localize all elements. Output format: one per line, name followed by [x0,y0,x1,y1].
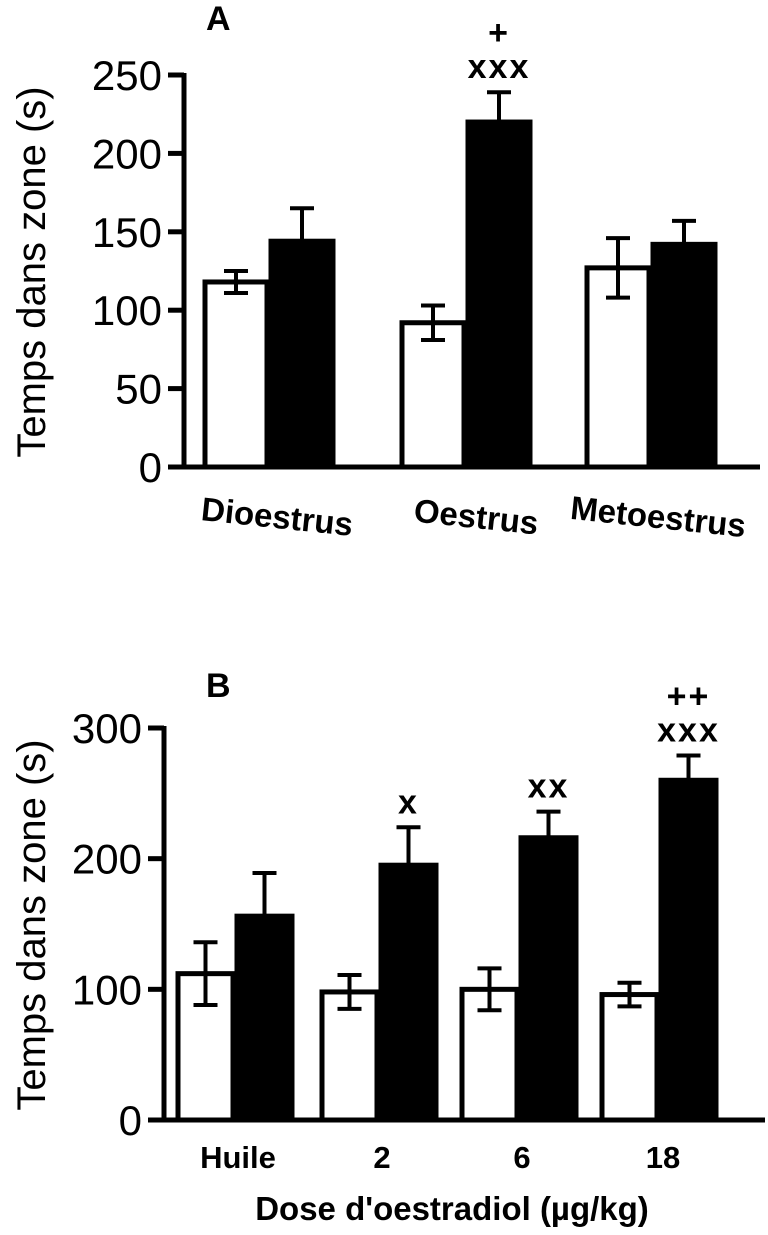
error-bar [477,966,502,1013]
error-bar [676,753,701,781]
bar-treated [658,777,719,1123]
error-bar [421,303,445,342]
significance-mark: xx [528,768,570,806]
y-tick-label: 0 [119,1097,142,1144]
error-bar [536,809,561,838]
y-tick-label: 200 [72,836,142,883]
error-bar [193,940,218,1008]
error-bar [606,236,630,300]
bar-treated [518,835,579,1123]
category-labels-a: Dioestrus Oestrus Metoestrus [200,489,748,544]
x-axis-label-b: Dose d'oestradiol (µg/kg) [255,1190,649,1227]
bar-treated [268,238,336,470]
panel-letter-b: B [206,667,231,705]
error-bar [337,972,362,1011]
category-label: Oestrus [412,492,540,542]
y-tick-label: 100 [72,966,142,1013]
significance-mark: xxx [657,711,720,749]
significance-marks-a: +xxx [468,14,531,86]
category-label: 18 [646,1140,680,1175]
category-label: 6 [513,1140,530,1175]
panel-letter-a: A [206,0,231,38]
panel-a: A Temps dans zone (s) 0 50 100 150 200 250 Di… [10,0,760,544]
significance-mark: ++ [667,677,711,715]
significance-mark: + [488,14,510,52]
bar-control [459,986,520,1123]
significance-mark: xxx [468,48,531,86]
bar-control [319,989,380,1123]
y-tick-label: 250 [92,52,162,99]
y-tick-label: 50 [115,366,162,413]
bar-treated [465,119,533,470]
bar-treated [234,913,295,1123]
y-ticks-a: 0 50 100 150 200 250 [92,52,184,491]
bars-a [202,90,718,470]
error-bar [672,218,696,245]
bar-control [599,992,660,1123]
error-bar [617,980,642,1009]
panel-b: B Temps dans zone (s) 0 100 200 300 Huile 2 6… [10,667,765,1227]
error-bar [290,206,314,242]
error-bar [487,90,511,123]
y-tick-label: 0 [139,444,162,491]
bar-treated [378,862,439,1123]
y-tick-label: 300 [72,705,142,752]
y-tick-label: 100 [92,287,162,334]
bar-treated [650,241,718,470]
category-label: Dioestrus [200,490,355,543]
y-ticks-b: 0 100 200 300 [72,705,164,1144]
category-labels-b: Huile 2 6 18 [200,1140,680,1175]
error-bar [224,269,248,295]
error-bar [252,871,277,917]
y-axis-label-b: Temps dans zone (s) [10,739,54,1110]
y-axis-label-a: Temps dans zone (s) [10,86,54,457]
bar-control [202,279,270,470]
bar-control [399,320,467,470]
significance-marks-b: x xx++xxx [398,677,720,821]
significance-mark: x [398,783,419,821]
category-label: Metoestrus [569,489,748,544]
error-bar [396,825,421,866]
y-tick-label: 150 [92,209,162,256]
category-label: Huile [200,1140,276,1175]
category-label: 2 [373,1140,390,1175]
bars-b [175,753,719,1123]
y-tick-label: 200 [92,130,162,177]
